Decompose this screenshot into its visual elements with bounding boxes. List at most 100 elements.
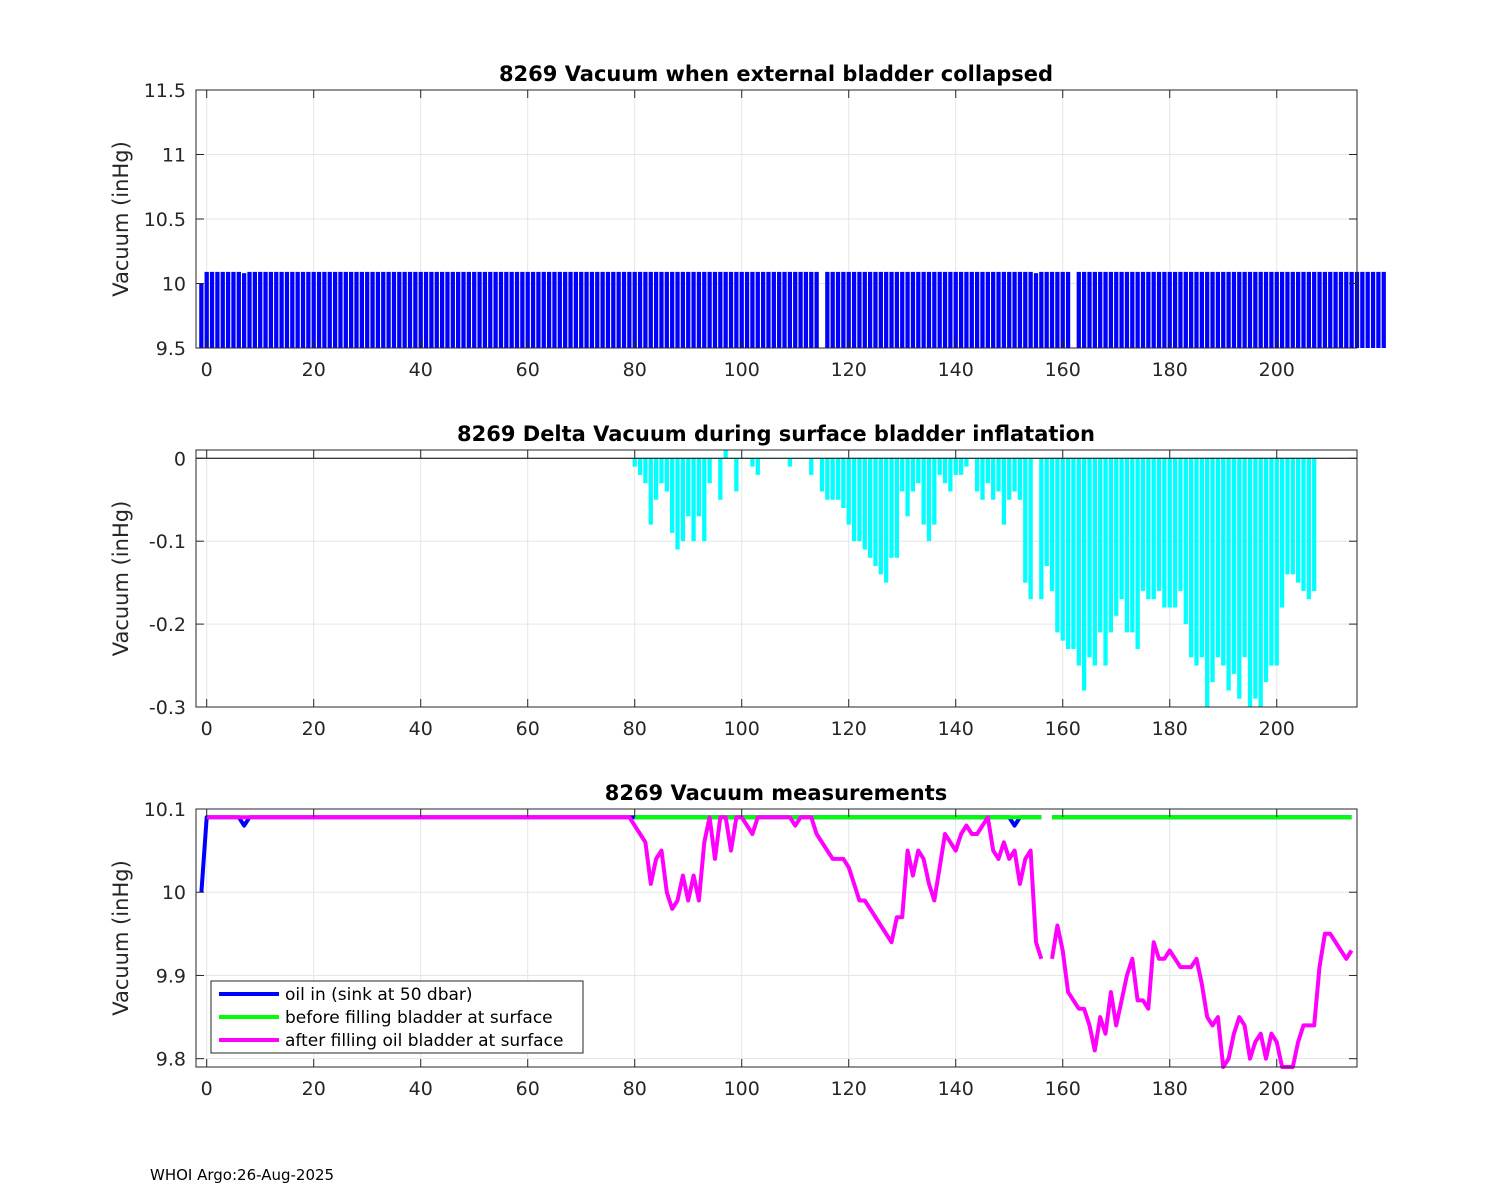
bar — [814, 271, 819, 348]
bar — [541, 271, 546, 348]
x-tick-label: 60 — [516, 359, 540, 381]
bar — [1274, 271, 1279, 348]
bar — [1360, 271, 1365, 348]
bar — [1081, 458, 1087, 691]
bar — [771, 271, 776, 348]
bar — [1103, 458, 1108, 666]
bar — [958, 271, 964, 348]
bar — [386, 271, 391, 348]
bar — [1146, 271, 1151, 348]
bar — [1007, 458, 1012, 500]
y-axis-label: Vacuum (inHg) — [109, 501, 133, 657]
bar — [643, 458, 648, 484]
bar — [215, 271, 220, 348]
bar — [418, 271, 423, 348]
bar — [1156, 271, 1162, 348]
bar — [1108, 271, 1114, 348]
bar — [536, 271, 541, 348]
bar — [279, 271, 284, 348]
bar — [1301, 271, 1306, 348]
bar — [1172, 458, 1178, 608]
bar — [1279, 458, 1285, 608]
bar — [1258, 271, 1263, 348]
bar — [916, 271, 921, 348]
bar — [755, 271, 760, 348]
bar — [1098, 271, 1103, 348]
bar — [1178, 271, 1183, 348]
bar — [1023, 271, 1028, 348]
bar — [809, 458, 814, 475]
bar — [1242, 458, 1247, 658]
plot-area — [196, 450, 1357, 707]
chart-title: 8269 Vacuum when external bladder collap… — [499, 62, 1053, 86]
bar — [611, 271, 616, 348]
bar — [985, 271, 990, 348]
bar — [605, 271, 611, 348]
x-tick-label: 60 — [516, 1078, 540, 1100]
bar — [306, 271, 311, 348]
bar — [1065, 271, 1071, 348]
bar — [579, 271, 584, 348]
bar — [1312, 458, 1317, 591]
bar — [1344, 271, 1349, 348]
x-tick-label: 160 — [1045, 1078, 1081, 1100]
bar — [921, 271, 926, 348]
bar — [595, 271, 600, 348]
bar — [643, 271, 648, 348]
bar — [530, 271, 536, 348]
bar — [1049, 458, 1055, 591]
bar — [1007, 271, 1012, 348]
bar — [1269, 458, 1274, 666]
bar — [1269, 271, 1274, 348]
bar — [274, 271, 279, 348]
bar — [199, 283, 204, 348]
bar — [728, 271, 734, 348]
x-tick-label: 40 — [409, 718, 433, 740]
bar — [953, 271, 958, 348]
bar — [621, 271, 627, 348]
y-tick-label: 10 — [162, 882, 186, 904]
bar — [659, 271, 664, 348]
bar — [1151, 271, 1156, 348]
bar — [1167, 271, 1172, 348]
bar — [686, 271, 691, 348]
bar — [819, 458, 825, 492]
bar — [252, 271, 257, 348]
y-tick-label: -0.2 — [149, 614, 186, 636]
bar — [1290, 271, 1295, 348]
bar — [926, 271, 932, 348]
x-tick-label: 100 — [724, 718, 760, 740]
chart-title: 8269 Vacuum measurements — [605, 781, 948, 805]
bar — [1065, 458, 1071, 649]
x-tick-label: 200 — [1259, 718, 1295, 740]
bar — [991, 271, 996, 348]
bar — [889, 271, 894, 348]
bar — [1210, 458, 1215, 683]
y-axis-label: Vacuum (inHg) — [109, 141, 133, 297]
bar — [787, 458, 793, 467]
bar — [664, 271, 669, 348]
y-tick-label: 11.5 — [144, 80, 186, 102]
bar — [231, 271, 236, 348]
bar — [686, 458, 691, 517]
bar — [739, 271, 744, 348]
bar — [1333, 271, 1338, 348]
bar — [1237, 271, 1242, 348]
bar — [825, 458, 830, 500]
bar — [397, 271, 402, 348]
bar — [488, 271, 493, 348]
x-tick-label: 0 — [201, 1078, 213, 1100]
line-chart-vacuum-measurements: 8269 Vacuum measurements 0 20 40 60 80 100 120… — [109, 781, 1358, 1100]
bar — [284, 271, 290, 348]
bar — [846, 271, 851, 348]
bar — [1263, 458, 1269, 683]
bar — [996, 458, 1001, 492]
bar — [637, 271, 643, 348]
bar — [1076, 271, 1081, 348]
bar — [884, 458, 889, 583]
legend-label: oil in (sink at 50 dbar) — [285, 985, 473, 1005]
bar — [1296, 271, 1301, 348]
bar — [563, 271, 568, 348]
bar — [659, 458, 664, 484]
